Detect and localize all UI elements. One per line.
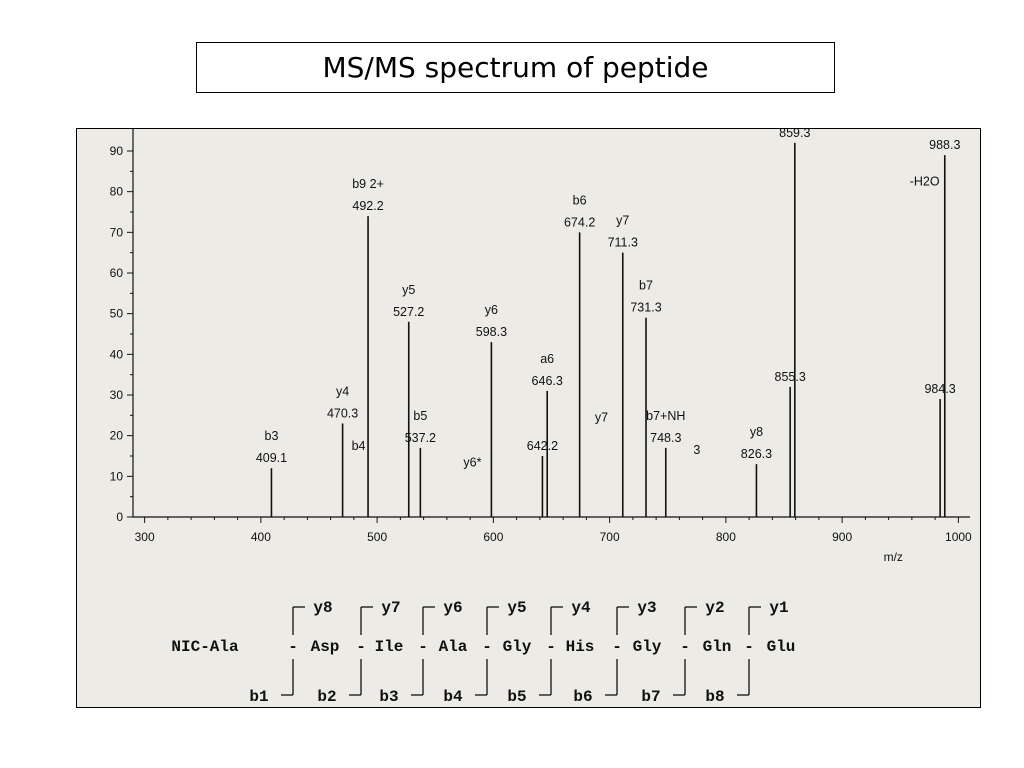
slide-title: MS/MS spectrum of peptide bbox=[322, 51, 709, 84]
b-ion-label: b6 bbox=[573, 688, 592, 706]
b-ion-label: b8 bbox=[705, 688, 724, 706]
y-ion-label: y5 bbox=[507, 599, 526, 617]
peak-label: 859.3 bbox=[779, 129, 810, 140]
peptide-bond: - bbox=[612, 638, 622, 656]
peak-label: y6 bbox=[485, 303, 498, 317]
sequence-residue: Ala bbox=[439, 638, 468, 656]
peptide-bond: - bbox=[288, 638, 298, 656]
peak-label: 470.3 bbox=[327, 406, 358, 420]
peak-label: 748.3 bbox=[650, 431, 681, 445]
peptide-bond: - bbox=[744, 638, 754, 656]
peak-label: 537.2 bbox=[405, 431, 436, 445]
peak-label: -H2O bbox=[910, 175, 940, 189]
sequence-residue: Asp bbox=[311, 638, 340, 656]
peak-label: y8 bbox=[750, 425, 763, 439]
b-ion-label: b4 bbox=[443, 688, 463, 706]
peak-label: 492.2 bbox=[352, 199, 383, 213]
x-tick-label: 300 bbox=[135, 530, 155, 544]
y-ion-label: y8 bbox=[313, 599, 332, 617]
y-ion-label: y3 bbox=[637, 599, 656, 617]
y-tick-label: 30 bbox=[110, 388, 124, 402]
peak-label: 527.2 bbox=[393, 305, 424, 319]
x-tick-label: 700 bbox=[600, 530, 620, 544]
y-tick-label: 70 bbox=[110, 225, 124, 239]
x-tick-label: 800 bbox=[716, 530, 736, 544]
b-ion-label: b2 bbox=[317, 688, 336, 706]
peak-label: 3 bbox=[693, 443, 700, 457]
peak-label: 711.3 bbox=[608, 236, 638, 250]
peptide-bond: - bbox=[546, 638, 556, 656]
peak-label: a6 bbox=[540, 352, 554, 366]
sequence-residue: NIC-Ala bbox=[171, 638, 239, 656]
x-tick-label: 900 bbox=[832, 530, 852, 544]
peak-label: y6* bbox=[463, 455, 481, 469]
sequence-residue: Ile bbox=[375, 638, 404, 656]
b-ion-label: b5 bbox=[507, 688, 526, 706]
peak-label: 642.2 bbox=[527, 439, 558, 453]
ms-ms-spectrum-chart: 0 10 20 30 40 50 60 70 80 90 300 400 500 600 700 800 900… bbox=[110, 129, 972, 706]
y-tick-label: 20 bbox=[110, 429, 124, 443]
peak-label: 988.3 bbox=[929, 138, 960, 152]
x-axis-label: m/z bbox=[884, 550, 903, 564]
peak-label: 984.3 bbox=[924, 382, 955, 396]
sequence-residue: Glu bbox=[767, 638, 796, 656]
peak-label: y4 bbox=[336, 384, 349, 398]
y-tick-label: 10 bbox=[110, 469, 124, 483]
peak-label: b6 bbox=[573, 193, 587, 207]
peptide-bond: - bbox=[418, 638, 428, 656]
peak-label: 409.1 bbox=[256, 451, 287, 465]
y-tick-label: 80 bbox=[110, 185, 124, 199]
peak-label: y7 bbox=[595, 411, 608, 425]
peptide-bond: - bbox=[482, 638, 492, 656]
y-ion-label: y2 bbox=[705, 599, 724, 617]
peak-label: 674.2 bbox=[564, 215, 595, 229]
y-ion-label: y1 bbox=[769, 599, 788, 617]
y-tick-label: 50 bbox=[110, 307, 124, 321]
y-tick-label: 40 bbox=[110, 347, 124, 361]
spectrum-figure: 0 10 20 30 40 50 60 70 80 90 300 400 500 600 700 800 900… bbox=[76, 128, 981, 708]
sequence-residue: Gly bbox=[503, 638, 532, 656]
slide-title-box: MS/MS spectrum of peptide bbox=[196, 42, 835, 93]
x-tick-label: 600 bbox=[483, 530, 503, 544]
y-ion-label: y6 bbox=[443, 599, 462, 617]
peak-label: 731.3 bbox=[630, 301, 661, 315]
x-tick-label: 1000 bbox=[945, 530, 972, 544]
peak-label: 598.3 bbox=[476, 325, 507, 339]
peptide-bond: - bbox=[680, 638, 690, 656]
y-tick-label: 0 bbox=[116, 510, 123, 524]
y-ion-label: y4 bbox=[571, 599, 591, 617]
peak-label: b7+NH bbox=[646, 409, 685, 423]
y-ion-label: y7 bbox=[381, 599, 400, 617]
x-tick-label: 500 bbox=[367, 530, 387, 544]
peak-label: b5 bbox=[413, 409, 427, 423]
x-tick-label: 400 bbox=[251, 530, 271, 544]
peptide-bond: - bbox=[356, 638, 366, 656]
peak-label: b7 bbox=[639, 279, 653, 293]
sequence-residue: Gly bbox=[633, 638, 662, 656]
peak-label: y5 bbox=[402, 283, 415, 297]
b-ion-label: b1 bbox=[249, 688, 268, 706]
peak-label: 646.3 bbox=[532, 374, 563, 388]
peak-label: 826.3 bbox=[741, 447, 772, 461]
b-ion-label: b7 bbox=[641, 688, 660, 706]
peak-label: b9 2+ bbox=[352, 177, 384, 191]
sequence-residue: His bbox=[566, 638, 595, 656]
peak-label: y7 bbox=[616, 214, 629, 228]
y-tick-label: 60 bbox=[110, 266, 124, 280]
peak-label: b4 bbox=[352, 439, 366, 453]
b-ion-label: b3 bbox=[379, 688, 398, 706]
sequence-residue: Gln bbox=[703, 638, 732, 656]
peak-label: 855.3 bbox=[775, 370, 806, 384]
peak-label: b3 bbox=[265, 429, 279, 443]
y-tick-label: 90 bbox=[110, 144, 124, 158]
